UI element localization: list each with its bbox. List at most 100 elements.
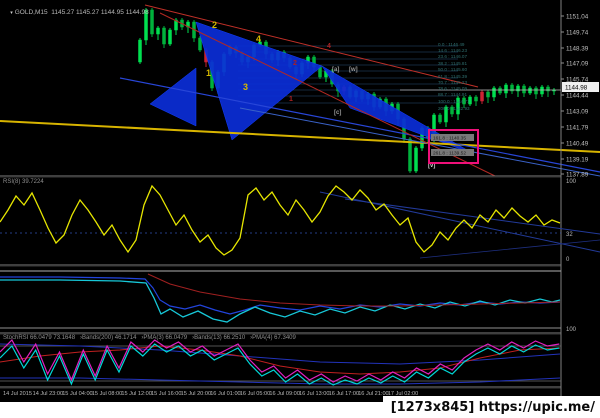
wave-label: 4: [327, 43, 331, 50]
fib-label: 100.0 : 1144.71: [438, 99, 470, 104]
time-axis-label: 16 Jul 17:00: [329, 391, 359, 397]
time-axis-label: 14 Jul 23:00: [33, 391, 63, 397]
candle: [138, 39, 142, 63]
time-axis-label: 15 Jul 04:00: [62, 391, 92, 397]
fib-label: 50.0 : 1145.60: [438, 67, 467, 72]
highlight-box[interactable]: [428, 129, 479, 164]
current-price-badge: [562, 82, 599, 92]
candle: [510, 84, 514, 92]
wave-label: [a]: [332, 67, 339, 73]
stoch-red-line: [0, 345, 561, 375]
time-axis-label: 16 Jul 01:00: [210, 391, 240, 397]
stoch-band-lower: [0, 377, 561, 385]
price-axis-label: 1148.39: [566, 45, 589, 52]
wave-label: 4: [256, 34, 261, 44]
fib-label: 200.0 : 1142.93: [438, 106, 470, 111]
wave-label: [c]: [334, 110, 341, 116]
fib-extension-chip: [431, 149, 474, 156]
fib-label: 70.7 : 1145.23: [438, 80, 467, 85]
fib-label: 78.6 : 1145.09: [438, 86, 467, 91]
candle: [456, 97, 460, 115]
candle: [174, 19, 178, 31]
p3-blue-line: [0, 276, 561, 315]
time-axis-label: 15 Jul 20:00: [181, 391, 211, 397]
symbol-dropdown-icon[interactable]: ▾: [10, 9, 13, 16]
watermark-text: [1273x845] https://upic.me/: [390, 399, 595, 415]
time-axis-label: 15 Jul 08:00: [92, 391, 122, 397]
chart-title-text: GOLD,M15 1145.27 1145.27 1144.95 1144.98: [14, 8, 149, 16]
candle: [144, 9, 148, 41]
wave-label: 1: [206, 68, 211, 78]
time-axis-label: 16 Jul 05:00: [240, 391, 270, 397]
red-trendline-2[interactable]: [159, 12, 496, 177]
fib-label: 88.7 : 1144.91: [438, 92, 467, 97]
time-axis-label: 15 Jul 12:00: [121, 391, 151, 397]
price-axis-label: 1144.44: [566, 92, 589, 99]
candle: [486, 91, 490, 98]
time-axis-label: 16 Jul 21:00: [358, 391, 388, 397]
price-axis-label: 1143.09: [566, 108, 589, 115]
wave-label: 1: [289, 96, 293, 103]
time-axis-label: 16 Jul 09:00: [269, 391, 299, 397]
candle: [414, 147, 418, 172]
fib-label: 38.2 : 1145.81: [438, 61, 467, 66]
fib-label: 0.0 : 1146.49: [438, 42, 465, 47]
wave-label: 2: [293, 60, 297, 67]
rsi-trendline[interactable]: [344, 198, 600, 235]
price-axis-label: 1137.89: [566, 171, 589, 178]
current-price-text: 1144.98: [565, 85, 588, 92]
blue-trendline-2[interactable]: [239, 107, 600, 177]
candle: [498, 87, 502, 94]
p3-red-line: [147, 273, 561, 307]
wave-pattern-polygon[interactable]: [195, 21, 323, 141]
candle: [168, 29, 172, 45]
price-axis-label: 1140.49: [566, 140, 589, 147]
wave-label: 3: [243, 82, 248, 92]
price-axis-label: 1149.74: [566, 29, 589, 36]
rsi-indicator-label: RSI(8) 39.7224: [3, 179, 44, 185]
time-axis-label: 16 Jul 13:00: [299, 391, 329, 397]
wave-pattern-polygon[interactable]: [321, 65, 475, 155]
wave-label: [w]: [349, 67, 358, 73]
indicator-axis-label: 32: [566, 232, 573, 238]
price-axis-label: 1145.74: [566, 76, 589, 83]
p3-cyan-line: [0, 279, 561, 323]
candle: [522, 85, 526, 94]
candle: [150, 9, 154, 35]
fib-label: 14.6 : 1146.23: [438, 48, 467, 53]
yellow-trendline[interactable]: [0, 120, 600, 153]
fib-extension-label: 261.8 : 1139.52: [433, 151, 466, 157]
candle: [162, 27, 166, 45]
blue-trendline[interactable]: [119, 77, 600, 173]
candle: [480, 91, 484, 102]
candle: [504, 84, 508, 94]
time-axis-label: 14 Jul 2015: [3, 391, 32, 397]
candle: [156, 27, 160, 35]
fib-label: 23.6 : 1146.07: [438, 54, 467, 59]
indicator-axis-label: 100: [566, 327, 577, 333]
candle: [408, 138, 412, 172]
price-axis-label: 1147.09: [566, 60, 589, 67]
fib-label: 61.8 : 1145.39: [438, 74, 467, 79]
candle: [438, 114, 442, 123]
stochrsi-indicator-label: StochRSI 66.0479 73.1648 ›Bands(200) 46.…: [3, 335, 296, 341]
candle: [462, 97, 466, 105]
price-axis-label: 1139.19: [566, 156, 589, 163]
time-axis-label: 17 Jul 02:00: [388, 391, 418, 397]
watermark-link[interactable]: [1273x845] https://upic.me/: [383, 396, 600, 418]
candle: [516, 85, 520, 92]
candle: [468, 96, 472, 105]
wave-label: [v]: [428, 163, 435, 169]
wave-pattern-polygon[interactable]: [149, 67, 197, 127]
time-axis-label: 15 Jul 16:00: [151, 391, 181, 397]
candle: [444, 106, 448, 123]
fib-extension-label: 161.8 : 1140.35: [433, 136, 466, 142]
red-trendline[interactable]: [144, 4, 479, 88]
rsi-trendline[interactable]: [419, 239, 600, 259]
candle: [492, 87, 496, 98]
candle: [198, 37, 202, 51]
candle: [546, 86, 550, 92]
chart-title: ▾ GOLD,M15 1145.27 1145.27 1144.95 1144.9…: [3, 3, 149, 23]
